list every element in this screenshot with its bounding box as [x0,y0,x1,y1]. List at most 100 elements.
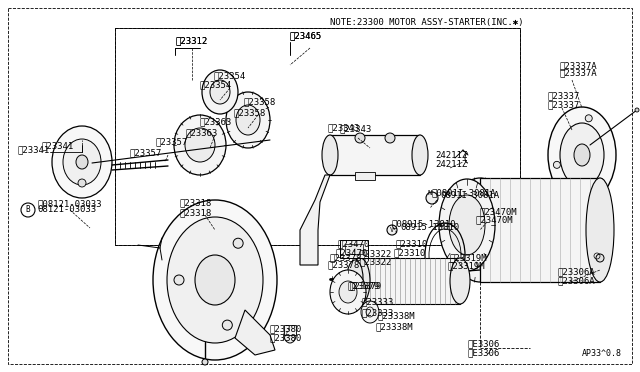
Text: ∲23341: ∲23341 [42,141,74,150]
Ellipse shape [366,307,374,317]
Text: ∲23380: ∲23380 [270,333,302,342]
Circle shape [426,192,438,204]
Polygon shape [235,310,275,355]
Ellipse shape [76,155,88,169]
Text: ∲23338M: ∲23338M [376,322,413,331]
Text: ∲23318: ∲23318 [180,198,212,207]
Ellipse shape [236,105,260,135]
Circle shape [174,275,184,285]
Text: ∲23319M: ∲23319M [450,253,488,262]
Text: Ⓓ08121-03033: Ⓓ08121-03033 [37,199,102,208]
Text: ∲23312: ∲23312 [175,36,207,45]
Ellipse shape [78,179,86,187]
Bar [360,258,460,304]
Ellipse shape [347,260,363,296]
Ellipse shape [412,135,428,175]
Ellipse shape [195,255,235,305]
Text: ∲23357: ∲23357 [155,137,188,146]
Text: Ⓞ0891I-3081A: Ⓞ0891I-3081A [432,188,497,197]
Text: ∲23338M: ∲23338M [378,311,415,320]
Ellipse shape [548,107,616,203]
Text: 24211Z: 24211Z [435,151,467,160]
Ellipse shape [439,179,495,271]
Ellipse shape [339,281,357,303]
Ellipse shape [330,270,366,314]
Text: ∲23337A: ∲23337A [560,61,598,70]
Circle shape [554,161,561,169]
Text: Ⓟ08915-13810: Ⓟ08915-13810 [392,219,456,228]
Text: ∲23310: ∲23310 [394,248,426,257]
Bar [345,244,363,254]
Circle shape [585,115,592,122]
Ellipse shape [174,115,226,175]
Text: ∲23378: ∲23378 [330,253,362,262]
Circle shape [233,238,243,248]
Ellipse shape [210,80,230,104]
Circle shape [222,320,232,330]
Text: 24211Z: 24211Z [435,160,467,169]
Text: N: N [428,190,432,196]
Text: 0891I-3081A: 0891I-3081A [440,190,499,199]
Text: ∲23343: ∲23343 [328,123,360,132]
Text: ∲23380: ∲23380 [270,324,302,333]
Text: ∲23378: ∲23378 [328,260,360,269]
Text: ∲23337: ∲23337 [548,91,580,100]
Text: ∲23333: ∲23333 [362,297,394,306]
Ellipse shape [560,123,604,187]
Ellipse shape [355,133,365,143]
Ellipse shape [202,70,238,114]
Text: ∲23470: ∲23470 [336,248,368,257]
Text: ∲23318: ∲23318 [180,208,212,217]
Ellipse shape [63,139,101,185]
Text: ∲23319M: ∲23319M [447,261,484,270]
Ellipse shape [448,178,512,282]
Bar [284,325,296,335]
Text: ∲23354: ∲23354 [200,80,232,89]
Text: B: B [26,205,30,215]
Text: ∲E3306: ∲E3306 [468,348,500,357]
Text: ∲E3306: ∲E3306 [468,339,500,348]
Circle shape [202,359,208,365]
Bar [340,240,368,258]
Text: ∲23306A: ∲23306A [558,276,596,285]
Text: ∲23354: ∲23354 [213,71,245,80]
Text: ∲23358: ∲23358 [233,108,265,117]
Text: ∲23333: ∲23333 [362,308,394,317]
Ellipse shape [586,178,614,282]
Ellipse shape [449,195,485,255]
Bar [330,135,420,175]
Circle shape [635,108,639,112]
Text: ∲23322: ∲23322 [360,257,392,266]
Text: ∲23341: ∲23341 [18,145,51,154]
Text: ∲23363: ∲23363 [185,128,217,137]
Ellipse shape [153,200,277,360]
Text: ∲23306A: ∲23306A [558,267,596,276]
Text: ∲23465: ∲23465 [290,31,323,40]
Text: ∲23312: ∲23312 [175,36,207,45]
Ellipse shape [322,135,338,175]
Ellipse shape [361,301,379,323]
Ellipse shape [350,258,370,304]
Text: ∲23337: ∲23337 [548,100,580,109]
Text: NOTE:23300 MOTOR ASSY-STARTER(INC.✱): NOTE:23300 MOTOR ASSY-STARTER(INC.✱) [330,18,524,27]
Bar [480,178,600,282]
Ellipse shape [284,327,296,343]
Polygon shape [300,175,330,265]
Circle shape [597,178,604,185]
Ellipse shape [574,144,590,166]
Text: V: V [390,227,394,233]
Text: ∲23379: ∲23379 [350,281,382,290]
Ellipse shape [167,217,263,343]
Text: AP33^0.8: AP33^0.8 [582,349,622,358]
Text: ∲23358: ∲23358 [243,97,275,106]
Ellipse shape [52,126,112,198]
Text: ∲23310: ∲23310 [396,239,428,248]
Text: ∲23343: ∲23343 [340,124,372,133]
Circle shape [596,254,604,262]
Text: ∲23470M: ∲23470M [475,215,513,224]
Ellipse shape [450,258,470,304]
Ellipse shape [385,133,395,143]
Text: ∲23322: ∲23322 [360,249,392,258]
Ellipse shape [460,197,500,263]
Ellipse shape [226,92,270,148]
